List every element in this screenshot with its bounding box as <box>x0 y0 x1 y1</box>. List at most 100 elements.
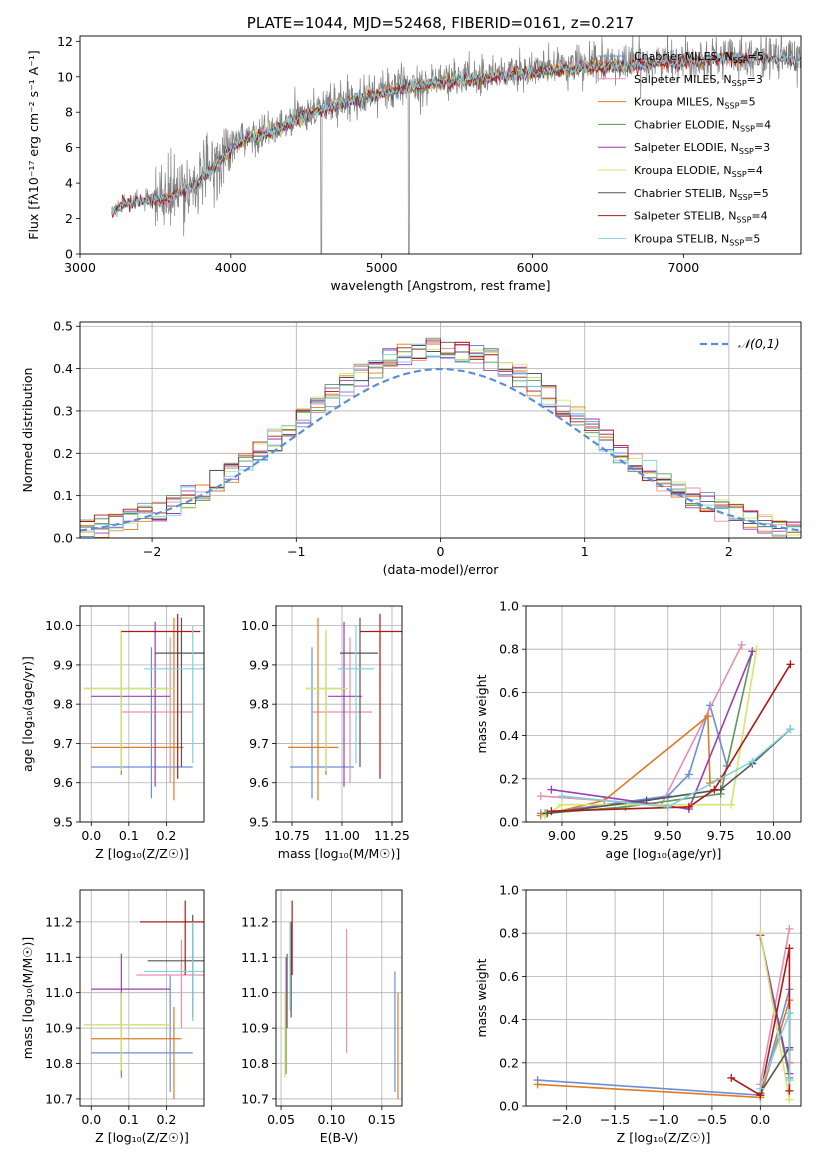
x-tick-label: 4000 <box>215 260 247 275</box>
legend-value: =4 <box>755 118 771 131</box>
legend-label: Salpeter ELODIE, NSSP=3 <box>634 141 770 156</box>
y-tick-label: 9.9 <box>53 657 73 672</box>
y-tick-label: 0.8 <box>499 642 519 657</box>
x-tick-label: 5000 <box>366 260 398 275</box>
x-tick-label: −1.5 <box>600 1112 630 1127</box>
histogram-kroupa-stelib <box>80 343 801 538</box>
legend-label: Kroupa MILES, NSSP=5 <box>634 96 756 111</box>
errorbar-point-salpeter-stelib <box>360 613 402 779</box>
x-tick-label: 0 <box>437 544 445 559</box>
legend-subscript: SSP <box>736 216 751 225</box>
errorbar-point-salpeter-elodie <box>91 953 171 1029</box>
errorbar-point-chabrier-stelib <box>155 617 204 768</box>
y-tick-label: 11.0 <box>241 985 269 1000</box>
weight-series-salpeter-stelib <box>547 660 795 816</box>
y-tick-label: 9.7 <box>53 736 73 751</box>
errorbar-point-chabrier-elodie <box>83 992 171 1078</box>
x-tick-label: 7000 <box>667 260 699 275</box>
panel-mass_vs_Z: 0.0 0.1 0.2 10.7 10.8 10.9 11.0 11.1 11.2 Z [log₁… <box>20 889 205 1145</box>
y-tick-label: 10.8 <box>241 1056 269 1071</box>
axes-frame <box>525 605 802 823</box>
x-tick-label: 0.05 <box>267 1112 295 1127</box>
legend-subscript: SSP <box>739 147 754 156</box>
errorbar-point-kroupa-miles <box>91 1006 182 1099</box>
y-tick-label: 0.4 <box>53 361 73 376</box>
errorbar-point-salpeter-miles <box>121 637 193 783</box>
legend-value: =5 <box>748 50 764 63</box>
y-tick-label: 6 <box>65 140 73 155</box>
y-axis-label: mass [log₁₀(M/M☉)] <box>20 937 35 1059</box>
plus-marker <box>756 1084 765 1093</box>
errorbar-point-salpeter-miles <box>312 637 372 783</box>
y-tick-label: 0.6 <box>499 969 519 984</box>
legend-label: 𝒩(0,1) <box>738 336 780 351</box>
errorbar-point-salpeter-stelib <box>140 900 204 975</box>
x-tick-label: 0.0 <box>81 828 101 843</box>
x-tick-label: 0.0 <box>750 1112 770 1127</box>
errorbar-point-kroupa-elodie <box>83 992 171 1071</box>
plus-marker <box>703 712 712 721</box>
y-tick-label: 10.7 <box>241 1091 269 1106</box>
legend-subscript: SSP <box>738 193 753 202</box>
x-axis-label: (data-model)/error <box>383 562 500 577</box>
legend-text: Kroupa ELODIE, N <box>634 164 732 177</box>
y-tick-label: 0.3 <box>53 403 73 418</box>
x-tick-label: 0.1 <box>119 828 139 843</box>
y-axis-label: Flux [fλ10⁻¹⁷ erg cm⁻² s⁻¹ A⁻¹] <box>26 50 41 239</box>
x-tick-label: 10.75 <box>274 828 310 843</box>
panel-weight_vs_Z: −2.0 −1.5 −1.0 −0.5 0.0 0.0 0.2 0.4 0.6 0.8 1.0 Z [… <box>474 883 802 1145</box>
x-tick-label: 9.50 <box>654 828 682 843</box>
y-tick-label: 0.0 <box>499 1099 519 1114</box>
plus-marker <box>786 660 795 669</box>
plus-marker <box>727 800 736 809</box>
y-tick-label: 10.7 <box>45 1091 73 1106</box>
y-tick-label: 0.6 <box>499 685 519 700</box>
panel-residuals: −2 −1 0 1 2 0.0 0.1 0.2 0.3 0.4 0.5 (data-model)/er… <box>20 319 802 577</box>
plus-marker <box>785 1086 794 1095</box>
axes-frame <box>79 889 205 1107</box>
errorbar-point-kroupa-stelib <box>143 921 204 1022</box>
y-tick-label: 0.5 <box>53 319 73 334</box>
legend-value: =3 <box>747 73 763 86</box>
legend-text: Chabrier ELODIE, N <box>634 118 740 131</box>
weight-series-chabrier-stelib <box>543 725 795 818</box>
x-tick-label: 2 <box>725 544 733 559</box>
legend-subscript: SSP <box>724 102 739 111</box>
y-tick-label: 0.0 <box>53 531 73 546</box>
y-tick-label: 11.1 <box>45 950 73 965</box>
y-tick-label: 10 <box>57 69 73 84</box>
plot-area <box>536 640 795 820</box>
legend-label: Salpeter MILES, NSSP=3 <box>634 73 763 88</box>
errorbar-point-salpeter-stelib <box>121 613 201 779</box>
legend-value: =3 <box>754 141 770 154</box>
plus-marker <box>543 809 552 818</box>
plot-area <box>111 36 801 254</box>
plus-marker <box>533 1080 542 1089</box>
legend-subscript: SSP <box>729 238 744 247</box>
x-tick-label: −2 <box>143 544 161 559</box>
legend-text: Salpeter STELIB, N <box>634 210 736 223</box>
axes-frame <box>79 605 205 823</box>
legend-label: Chabrier ELODIE, NSSP=4 <box>634 118 771 133</box>
y-tick-label: 1.0 <box>499 883 519 898</box>
y-tick-label: 8 <box>65 105 73 120</box>
x-axis-label: Z [log₁₀(Z/Z☉)] <box>95 1130 189 1145</box>
legend-label: Chabrier MILES, NSSP=5 <box>634 50 764 65</box>
legend-text: Kroupa MILES, N <box>634 96 724 109</box>
legend-value: =4 <box>747 164 763 177</box>
y-tick-label: 10.8 <box>45 1056 73 1071</box>
x-axis-label: Z [log₁₀(Z/Z☉)] <box>95 846 189 861</box>
x-tick-label: 9.00 <box>548 828 576 843</box>
errorbar-point-chabrier-miles <box>91 974 193 1092</box>
errorbar-point-kroupa-elodie <box>306 629 348 771</box>
y-tick-label: 10.0 <box>45 618 73 633</box>
y-axis-label: mass weight <box>474 958 489 1037</box>
plus-marker <box>710 785 719 794</box>
chart-title: PLATE=1044, MJD=52468, FIBERID=0161, z=0… <box>247 14 634 32</box>
axes-frame <box>275 605 403 823</box>
errorbar-point-chabrier-miles <box>91 647 193 799</box>
panel-mass_vs_ebv: 0.05 0.10 0.15 10.7 10.8 10.9 11.0 11.1 11.2 E(B-… <box>241 889 403 1145</box>
legend-text: Kroupa STELIB, N <box>634 232 729 245</box>
plus-marker <box>557 792 566 801</box>
panel-weight_vs_age: 9.00 9.25 9.50 9.75 10.00 0.0 0.2 0.4 0.6 0.8 1.0 a… <box>474 599 802 861</box>
